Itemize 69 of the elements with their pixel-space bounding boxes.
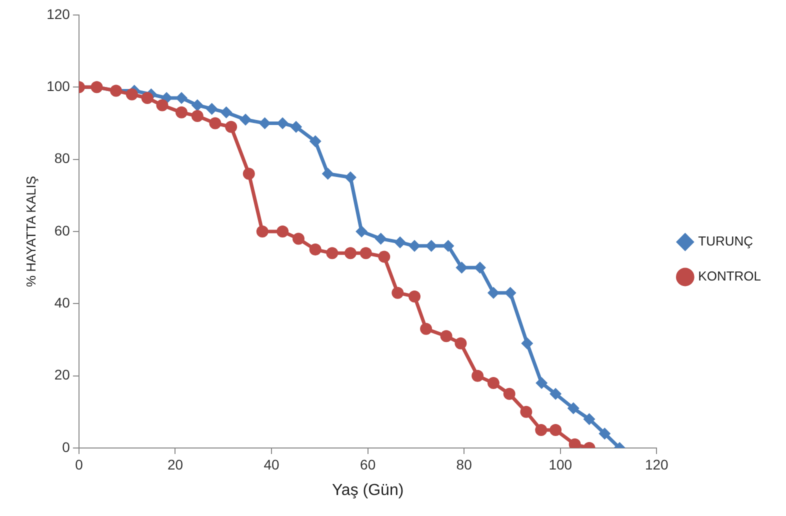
point <box>598 428 611 440</box>
point <box>420 322 432 335</box>
point <box>206 102 218 115</box>
y-tick-label: 100 <box>46 78 70 94</box>
point <box>504 286 516 299</box>
y-tick-label: 40 <box>54 294 70 311</box>
x-tick-label: 40 <box>264 456 280 472</box>
point <box>191 110 204 122</box>
point <box>276 226 289 238</box>
point <box>503 388 516 400</box>
point <box>487 377 500 390</box>
point <box>290 120 302 133</box>
point <box>425 240 438 252</box>
point <box>360 247 372 260</box>
y-tick-label: 80 <box>54 150 70 166</box>
point <box>440 330 452 342</box>
point <box>550 424 562 436</box>
y-tick-label: 60 <box>54 222 70 238</box>
point <box>536 377 548 390</box>
point <box>292 232 304 245</box>
point <box>374 232 387 245</box>
point <box>240 114 252 126</box>
y-tick-label: 0 <box>62 438 70 455</box>
x-axis-title: Yaş (Gün) <box>332 482 404 499</box>
point <box>442 240 454 252</box>
y-tick-label: 120 <box>46 6 70 22</box>
point <box>242 168 255 180</box>
point <box>535 424 548 436</box>
x-tick-label: 80 <box>456 456 472 472</box>
point <box>322 168 334 180</box>
point <box>567 402 580 414</box>
point <box>487 286 500 299</box>
point <box>456 262 468 274</box>
x-tick-label: 60 <box>360 456 376 472</box>
point <box>141 92 154 104</box>
legend-label: TURUNÇ <box>698 234 754 249</box>
x-tick-label: 0 <box>75 456 84 472</box>
point <box>176 92 188 104</box>
y-tick-label: 20 <box>54 366 70 383</box>
point <box>454 337 467 350</box>
point <box>408 290 421 302</box>
point <box>472 370 484 382</box>
point <box>583 413 596 426</box>
point <box>378 250 390 263</box>
legend-label: KONTROL <box>698 268 761 284</box>
point <box>392 286 404 299</box>
point <box>356 226 368 238</box>
point <box>344 247 356 260</box>
point <box>326 247 338 260</box>
point <box>521 337 534 350</box>
x-tick-label: 120 <box>644 456 669 472</box>
y-axis-title: % HAYATTA KALIŞ <box>23 176 38 288</box>
point <box>550 388 562 400</box>
point <box>520 406 532 418</box>
point <box>256 226 268 238</box>
point <box>309 244 322 256</box>
x-tick-label: 100 <box>548 456 572 472</box>
point <box>156 99 168 112</box>
point <box>126 88 138 100</box>
point <box>176 106 188 118</box>
point <box>394 236 406 248</box>
point <box>191 99 204 112</box>
x-tick-label: 20 <box>167 456 184 472</box>
point <box>309 135 322 148</box>
point <box>276 117 289 130</box>
point <box>344 171 356 184</box>
point <box>220 106 232 118</box>
point <box>209 117 222 130</box>
point <box>225 120 238 133</box>
